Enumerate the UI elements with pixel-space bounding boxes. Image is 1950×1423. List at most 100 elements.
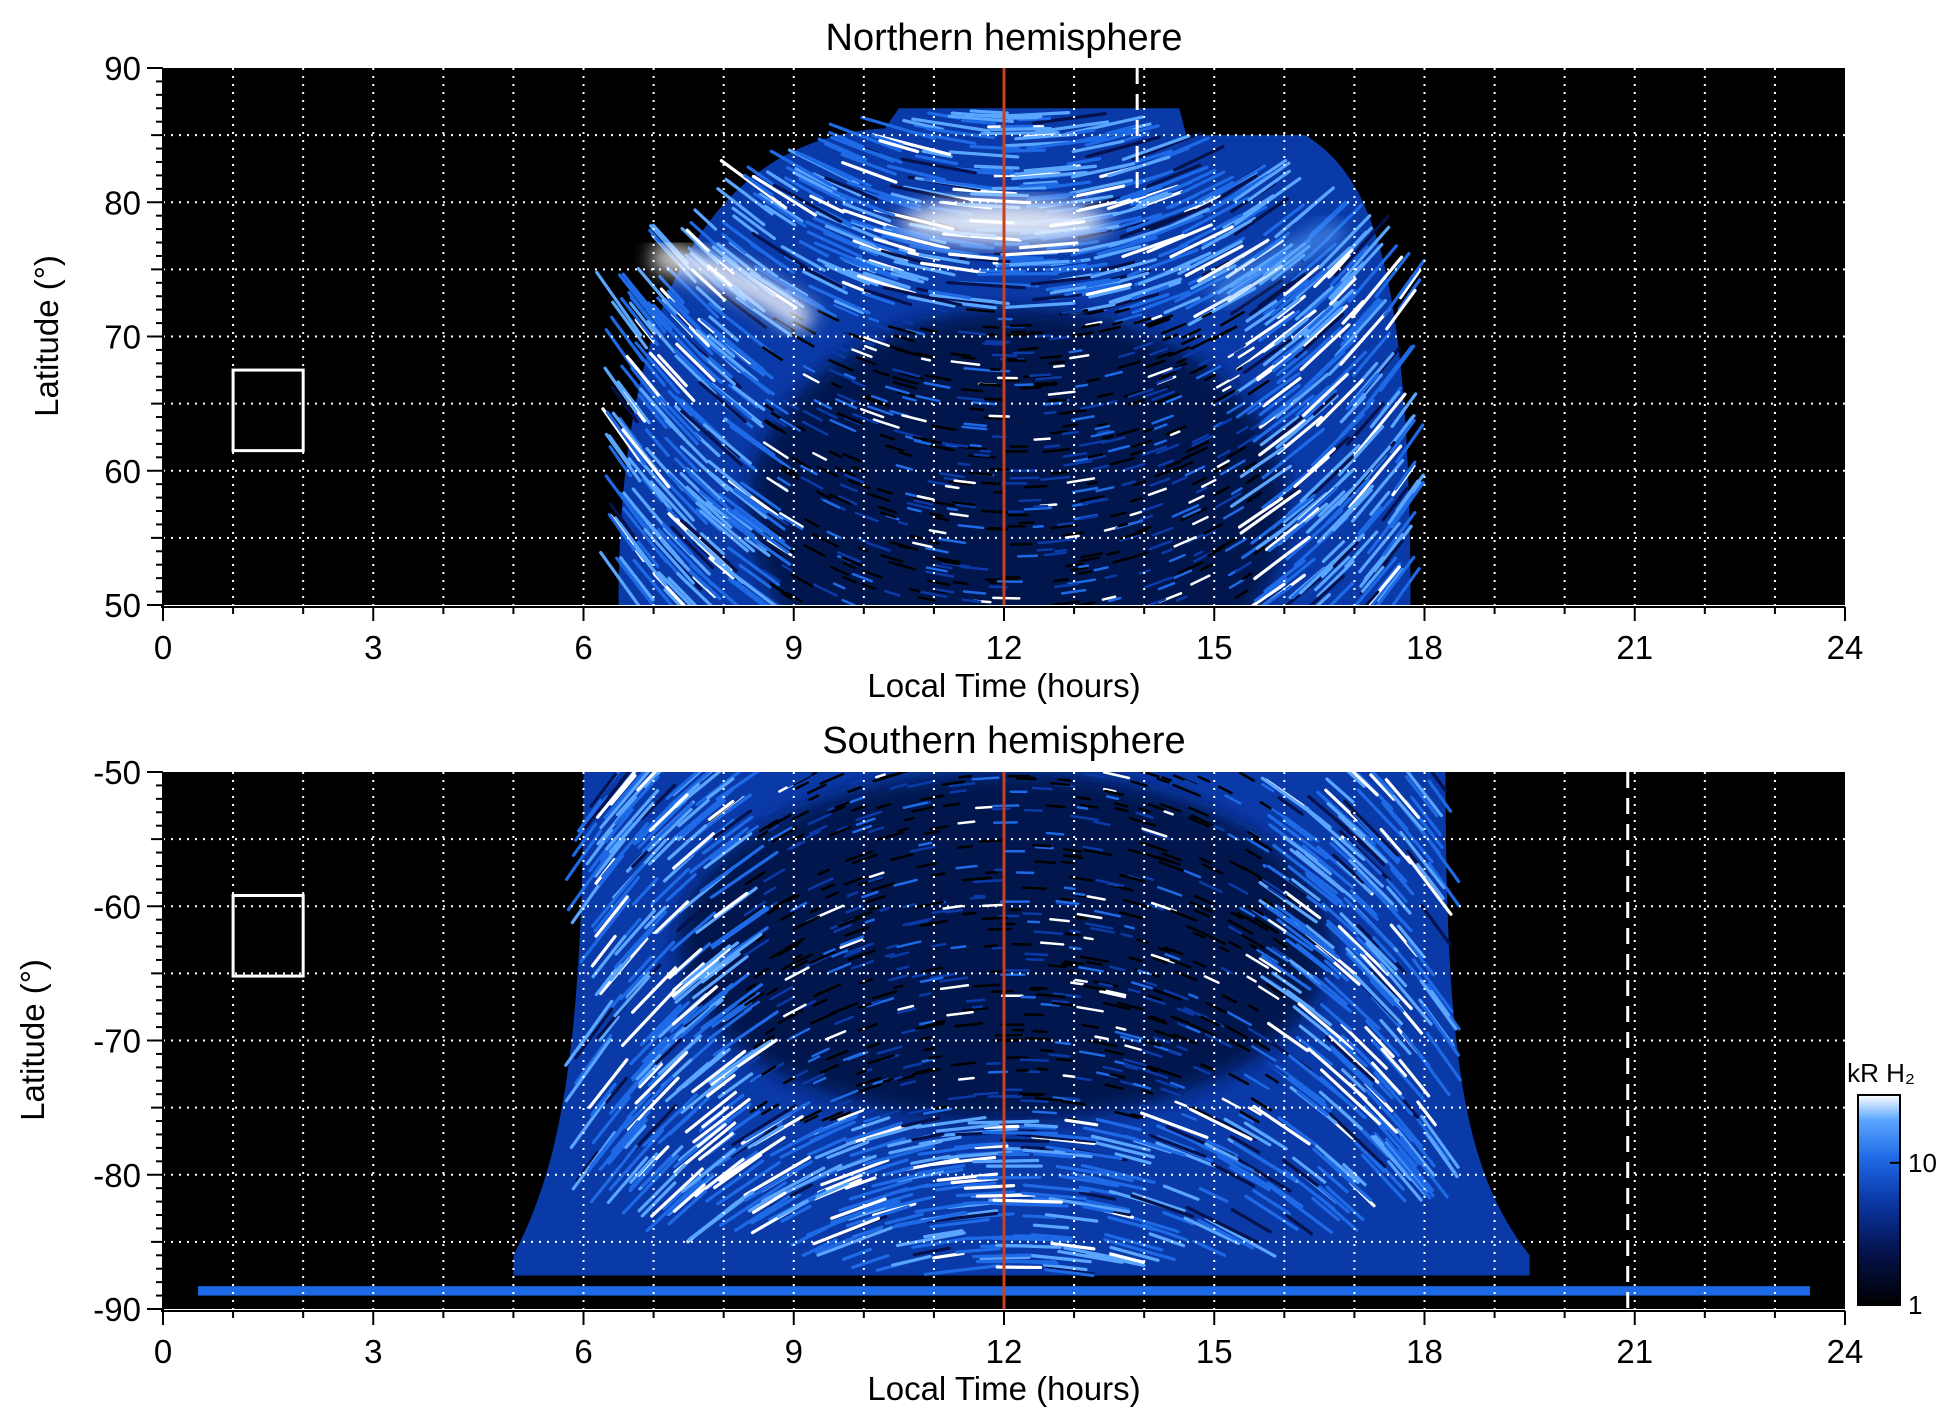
emission-streak xyxy=(1348,859,1395,906)
emission-streak xyxy=(879,772,908,780)
emission-streak xyxy=(1298,1024,1332,1052)
emission-streak xyxy=(700,952,741,984)
emission-streak xyxy=(657,571,693,605)
emission-streak xyxy=(646,301,673,331)
emission-streak xyxy=(1119,529,1148,540)
emission-streak xyxy=(1124,1134,1186,1157)
emission-streak xyxy=(763,886,777,896)
emission-streak xyxy=(1131,1192,1186,1213)
emission-streak xyxy=(969,144,1021,151)
emission-streak xyxy=(956,844,973,850)
emission-streak xyxy=(695,328,759,383)
emission-streak xyxy=(1360,565,1385,593)
emission-streak xyxy=(608,502,638,542)
emission-streak xyxy=(911,806,934,813)
emission-streak xyxy=(1181,334,1202,346)
emission-streak xyxy=(792,833,805,841)
emission-streak xyxy=(867,405,894,416)
emission-streak xyxy=(857,1022,879,1032)
emission-streak xyxy=(1328,1035,1380,1084)
emission-streak xyxy=(717,1072,754,1099)
emission-streak xyxy=(1190,574,1211,586)
emission-streak xyxy=(839,935,865,947)
emission-streak xyxy=(860,115,936,141)
emission-streak xyxy=(707,302,773,354)
emission-streak xyxy=(1153,988,1182,1001)
emission-streak xyxy=(675,342,716,383)
emission-streak xyxy=(1341,300,1365,325)
emission-streak xyxy=(908,587,921,593)
emission-streak xyxy=(1318,1196,1359,1232)
emission-streak xyxy=(1147,317,1171,328)
emission-streak xyxy=(1181,1113,1197,1121)
emission-streak xyxy=(1365,1019,1401,1057)
emission-streak xyxy=(1326,919,1365,955)
emission-streak xyxy=(921,966,944,973)
emission-streak xyxy=(984,340,1011,344)
emission-streak xyxy=(1404,775,1439,818)
emission-streak xyxy=(1142,875,1155,881)
emission-streak xyxy=(1385,878,1408,903)
emission-streak xyxy=(1315,593,1332,605)
emission-streak xyxy=(1135,551,1149,558)
emission-streak xyxy=(1141,445,1168,457)
emission-streak xyxy=(1390,481,1425,529)
emission-streak xyxy=(1000,1138,1050,1143)
emission-streak xyxy=(1161,852,1183,862)
emission-streak xyxy=(1227,784,1250,798)
emission-streak xyxy=(1025,957,1045,962)
emission-streak xyxy=(619,940,676,1000)
emission-streak xyxy=(946,507,959,512)
emission-streak xyxy=(769,1126,824,1157)
emission-streak xyxy=(1044,444,1061,449)
emission-streak xyxy=(641,477,664,503)
emission-streak xyxy=(1070,981,1084,986)
emission-streak xyxy=(942,802,960,808)
emission-streak xyxy=(648,351,696,403)
x-tick-label: 0 xyxy=(154,629,172,666)
emission-streak xyxy=(1305,924,1335,949)
emission-streak xyxy=(923,1046,936,1052)
emission-streak xyxy=(627,457,672,511)
emission-streak xyxy=(744,992,764,1007)
emission-streak xyxy=(763,204,797,227)
emission-streak xyxy=(762,346,783,362)
emission-streak xyxy=(962,911,977,916)
emission-streak xyxy=(957,1076,975,1081)
emission-streak xyxy=(813,983,841,998)
emission-streak xyxy=(1350,255,1404,319)
emission-streak xyxy=(587,1058,629,1109)
emission-streak xyxy=(701,1105,730,1129)
emission-streak xyxy=(1045,278,1112,292)
emission-streak xyxy=(790,959,808,971)
emission-streak xyxy=(1059,409,1087,416)
emission-streak xyxy=(689,826,749,874)
emission-streak xyxy=(980,167,1014,172)
emission-streak xyxy=(1427,861,1461,908)
emission-streak xyxy=(799,1109,823,1122)
emission-streak xyxy=(974,805,993,810)
emission-streak xyxy=(1071,486,1099,494)
emission-streak xyxy=(849,1137,906,1157)
emission-streak xyxy=(1156,351,1173,360)
emission-streak xyxy=(1080,403,1105,410)
emission-streak xyxy=(582,772,631,831)
emission-streak xyxy=(1080,552,1103,559)
emission-streak xyxy=(1055,901,1075,907)
emission-streak xyxy=(872,369,891,377)
emission-streak xyxy=(727,508,790,554)
reference-lines-southern xyxy=(1002,772,1630,1309)
emission-streak xyxy=(735,296,793,338)
emission-streak xyxy=(1283,836,1318,863)
emission-streak xyxy=(1060,860,1075,865)
emission-streak xyxy=(679,445,730,492)
emission-streak xyxy=(664,436,699,472)
emission-streak xyxy=(1090,1134,1151,1152)
emission-streak xyxy=(727,420,776,457)
emission-streak xyxy=(1078,1185,1117,1196)
emission-streak xyxy=(1052,364,1065,369)
box-southern xyxy=(231,894,305,978)
emission-streak xyxy=(1139,772,1160,778)
emission-streak xyxy=(983,397,1005,401)
emission-streak xyxy=(948,480,972,486)
